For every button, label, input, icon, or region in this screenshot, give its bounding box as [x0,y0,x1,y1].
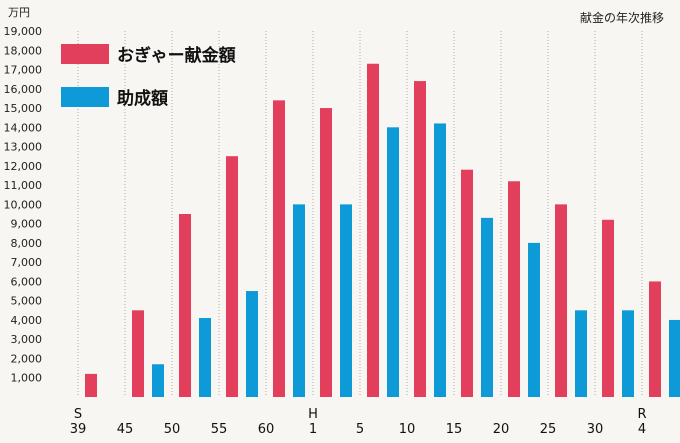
bar-donation [132,310,144,397]
y-tick-label: 16,000 [4,83,43,96]
y-tick-label: 6,000 [11,275,43,288]
bar-grant [528,242,540,397]
legend-swatch-donation [61,44,109,64]
bars-group [85,63,680,398]
y-tick-label: 10,000 [4,198,43,211]
y-axis-unit-label: 万円 [8,6,30,19]
legend-label-donation: おぎゃー献金額 [117,45,236,66]
y-tick-label: 11,000 [4,179,43,192]
bar-grant [481,217,493,397]
separator-lines [77,31,643,397]
y-tick-label: 17,000 [4,64,43,77]
y-tick-label: 2,000 [11,352,43,365]
y-tick-label: 4,000 [11,314,43,327]
bar-grant [340,204,352,397]
bar-donation [320,108,332,397]
x-tick-year: 4 [638,422,646,437]
x-tick-year: 45 [117,422,134,437]
bar-donation [85,373,97,397]
x-tick-year: 60 [258,422,275,437]
bar-donation [179,214,191,397]
legend-swatch-grant [61,87,109,107]
bar-donation [555,204,567,397]
y-tick-label: 3,000 [11,333,43,346]
y-tick-label: 5,000 [11,295,43,308]
bar-grant [246,291,258,397]
y-tick-label: 7,000 [11,256,43,269]
bar-grant [669,319,680,397]
x-tick-year: 50 [164,422,181,437]
y-tick-label: 8,000 [11,237,43,250]
bar-donation [649,281,661,397]
bar-grant [622,310,634,397]
x-tick-era: S [74,407,82,422]
y-tick-label: 18,000 [4,44,43,57]
y-axis: 1,000 2,000 3,000 4,000 5,000 6,000 7,000 8,000… [4,25,43,385]
y-tick-label: 15,000 [4,102,43,115]
y-tick-label: 12,000 [4,160,43,173]
bar-donation [367,63,379,397]
x-tick-year: 1 [309,422,317,437]
y-tick-label: 19,000 [4,25,43,38]
x-tick-year: 55 [211,422,228,437]
bar-donation [461,169,473,397]
legend: おぎゃー献金額 助成額 [61,44,236,109]
x-tick-year: 5 [356,422,364,437]
bar-donation [414,81,426,397]
x-tick-year: 39 [70,422,87,437]
bar-donation [508,181,520,397]
bar-grant [434,123,446,397]
bar-grant [152,364,164,397]
bar-grant [293,204,305,397]
x-tick-era: H [308,407,318,422]
y-tick-label: 13,000 [4,141,43,154]
x-tick-year: 30 [587,422,604,437]
y-tick-label: 14,000 [4,121,43,134]
chart-title: 献金の年次推移 [580,10,664,25]
bar-grant [575,310,587,397]
legend-label-grant: 助成額 [117,88,168,109]
bar-donation [273,100,285,398]
x-tick-era: R [637,407,646,422]
x-tick-year: 25 [540,422,557,437]
bar-donation [226,156,238,397]
bar-donation [602,219,614,397]
y-tick-label: 1,000 [11,372,43,385]
bar-grant [199,318,211,397]
x-tick-year: 10 [399,422,416,437]
x-tick-year: 20 [493,422,510,437]
x-tick-year: 15 [446,422,463,437]
bar-grant [387,127,399,397]
y-tick-label: 9,000 [11,218,43,231]
